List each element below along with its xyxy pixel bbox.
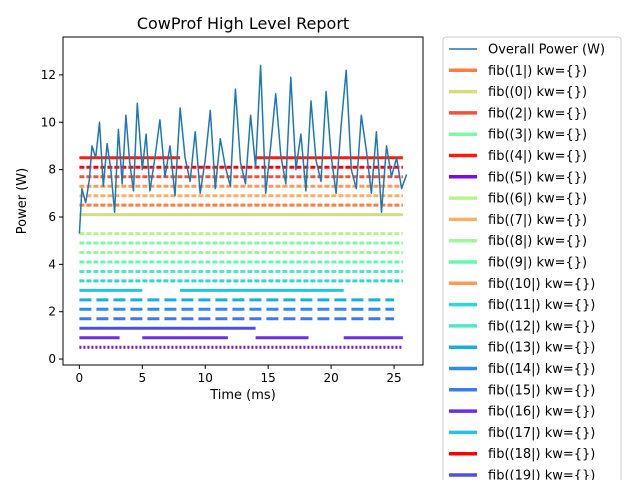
legend-box: [442, 36, 622, 480]
y-axis-label: Power (W): [15, 168, 30, 234]
y-tick-label-6: 12: [41, 68, 56, 82]
legend-label-8: fib((7|) kw={}): [488, 213, 587, 228]
legend-label-20: fib((19|) kw={}): [488, 469, 595, 480]
y-tick-label-4: 8: [48, 163, 56, 177]
legend-label-9: fib((8|) kw={}): [488, 234, 587, 249]
legend-label-10: fib((9|) kw={}): [488, 256, 587, 271]
y-tick-label-1: 2: [48, 305, 56, 319]
y-axis-ticks: 0 2 4 6 8 10 12: [41, 68, 63, 366]
legend-label-0: Overall Power (W): [488, 43, 605, 58]
legend-label-1: fib((1|) kw={}): [488, 64, 587, 79]
plot-marks: [78, 64, 408, 349]
x-axis-ticks: 0 5 10 15 20 25: [76, 365, 402, 385]
legend-label-11: fib((10|) kw={}): [488, 277, 595, 292]
y-tick-label-2: 4: [48, 257, 56, 271]
legend: Overall Power (W) fib((1|) kw={}) fib((0|)…: [442, 36, 622, 480]
legend-label-19: fib((18|) kw={}): [488, 447, 595, 462]
chart-title: CowProf High Level Report: [137, 14, 349, 33]
legend-label-3: fib((2|) kw={}): [488, 106, 587, 121]
y-tick-label-3: 6: [48, 210, 56, 224]
x-axis-label: Time (ms): [209, 388, 276, 403]
x-tick-label-5: 25: [386, 371, 401, 385]
series-overall-power: [78, 64, 408, 234]
x-tick-label-4: 20: [323, 371, 338, 385]
legend-label-2: fib((0|) kw={}): [488, 85, 587, 100]
plot-frame: [62, 36, 424, 366]
legend-label-16: fib((15|) kw={}): [488, 383, 595, 398]
legend-label-18: fib((17|) kw={}): [488, 426, 595, 441]
legend-label-17: fib((16|) kw={}): [488, 405, 595, 420]
x-tick-label-1: 5: [138, 371, 146, 385]
y-tick-label-0: 0: [48, 352, 56, 366]
legend-label-15: fib((14|) kw={}): [488, 362, 595, 377]
legend-label-7: fib((6|) kw={}): [488, 192, 587, 207]
x-tick-label-0: 0: [76, 371, 84, 385]
legend-label-14: fib((13|) kw={}): [488, 341, 595, 356]
y-tick-label-5: 10: [41, 115, 56, 129]
legend-label-13: fib((12|) kw={}): [488, 319, 595, 334]
legend-label-5: fib((4|) kw={}): [488, 149, 587, 164]
x-tick-label-3: 15: [261, 371, 276, 385]
legend-label-4: fib((3|) kw={}): [488, 128, 587, 143]
legend-label-6: fib((5|) kw={}): [488, 170, 587, 185]
legend-label-12: fib((11|) kw={}): [488, 298, 595, 313]
x-tick-label-2: 10: [198, 371, 213, 385]
